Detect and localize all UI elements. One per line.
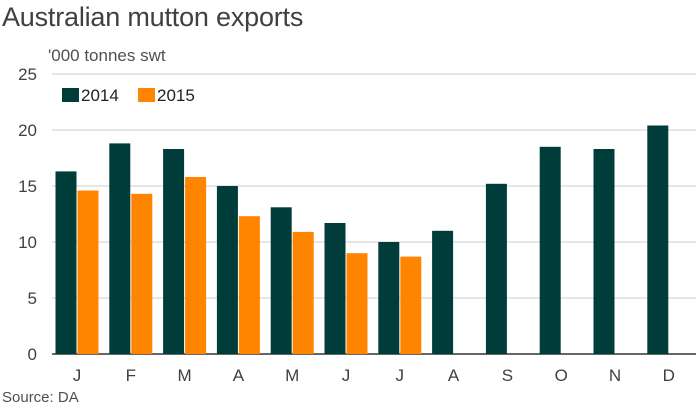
y-tick-label: 20 xyxy=(18,121,37,140)
y-tick-label: 0 xyxy=(28,345,37,364)
legend-swatch-2014 xyxy=(62,88,79,102)
x-tick-label: O xyxy=(555,366,568,385)
bar-2014 xyxy=(324,223,346,354)
bar-2014 xyxy=(163,149,185,354)
x-tick-label: D xyxy=(663,366,675,385)
bar-2014 xyxy=(55,171,77,354)
x-tick-label: F xyxy=(126,366,136,385)
x-tick-label: J xyxy=(342,366,351,385)
bar-2014 xyxy=(647,125,669,354)
chart-title: Australian mutton exports xyxy=(2,2,304,32)
legend-label-2015: 2015 xyxy=(157,86,195,105)
y-axis-unit-label: '000 tonnes swt xyxy=(48,46,166,65)
bar-2015 xyxy=(292,231,314,354)
x-tick-label: M xyxy=(178,366,192,385)
bar-2015 xyxy=(238,216,260,354)
legend-swatch-2015 xyxy=(138,88,155,102)
x-tick-label: J xyxy=(73,366,82,385)
x-tick-label: J xyxy=(396,366,405,385)
bar-2014 xyxy=(109,143,131,354)
bar-2014 xyxy=(216,186,238,354)
bar-2014 xyxy=(539,146,561,354)
bar-2014 xyxy=(378,242,400,354)
x-tick-label: N xyxy=(609,366,621,385)
bar-2014 xyxy=(270,207,292,354)
y-tick-label: 25 xyxy=(18,65,37,84)
bar-2014 xyxy=(485,183,507,354)
bar-2015 xyxy=(346,253,368,354)
bar-2014 xyxy=(432,230,454,354)
bar-2015 xyxy=(185,177,207,354)
bar-2014 xyxy=(593,149,615,354)
x-tick-label: M xyxy=(285,366,299,385)
legend-label-2014: 2014 xyxy=(81,86,119,105)
x-tick-label: A xyxy=(448,366,460,385)
x-tick-label: A xyxy=(233,366,245,385)
bar-2015 xyxy=(400,256,422,354)
y-tick-label: 10 xyxy=(18,233,37,252)
bar-2015 xyxy=(131,193,153,354)
x-tick-label: S xyxy=(502,366,513,385)
source-note: Source: DA xyxy=(2,389,79,406)
bar-2015 xyxy=(77,190,99,354)
y-tick-label: 5 xyxy=(28,289,37,308)
y-tick-label: 15 xyxy=(18,177,37,196)
